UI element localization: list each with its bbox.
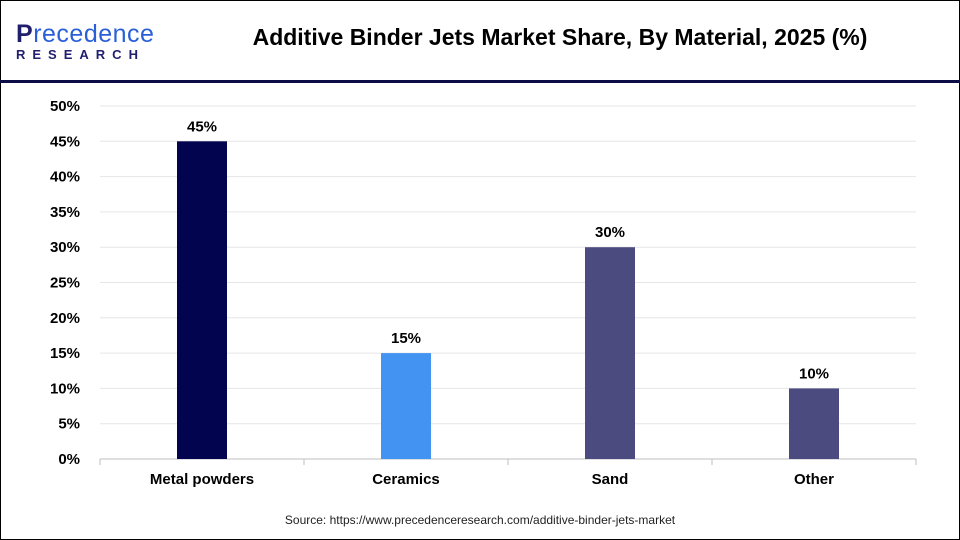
data-label: 15%	[391, 330, 421, 347]
y-tick-label: 20%	[50, 310, 80, 327]
data-label: 30%	[595, 224, 625, 241]
logo-subtitle: RESEARCH	[16, 47, 145, 62]
bar-ceramics	[381, 353, 431, 459]
x-tick-label: Sand	[592, 471, 629, 488]
logo-letter: P	[16, 20, 34, 48]
data-label: 45%	[187, 118, 217, 135]
y-tick-label: 5%	[58, 416, 80, 433]
precedence-research-logo: Precedence RESEARCH	[16, 22, 154, 62]
y-tick-label: 35%	[50, 204, 80, 221]
x-tick-label: Ceramics	[372, 471, 440, 488]
bar-sand	[585, 247, 635, 459]
y-tick-label: 0%	[58, 451, 80, 468]
source-note: Source: https://www.precedenceresearch.c…	[284, 513, 676, 527]
bar-metal-powders	[177, 141, 227, 460]
y-tick-label: 40%	[50, 169, 80, 186]
y-tick-label: 30%	[50, 239, 80, 256]
y-tick-label: 50%	[50, 98, 80, 115]
chart-title: Additive Binder Jets Market Share, By Ma…	[252, 24, 868, 50]
header-divider	[0, 80, 960, 83]
y-tick-label: 45%	[50, 133, 80, 150]
logo-word: recedence	[33, 20, 155, 48]
x-tick-label: Other	[794, 471, 834, 488]
x-tick-label: Metal powders	[150, 471, 254, 488]
y-tick-label: 10%	[50, 380, 80, 397]
y-tick-label: 25%	[50, 275, 80, 292]
data-label: 10%	[799, 365, 829, 382]
y-tick-label: 15%	[50, 345, 80, 362]
bar-other	[789, 388, 839, 459]
